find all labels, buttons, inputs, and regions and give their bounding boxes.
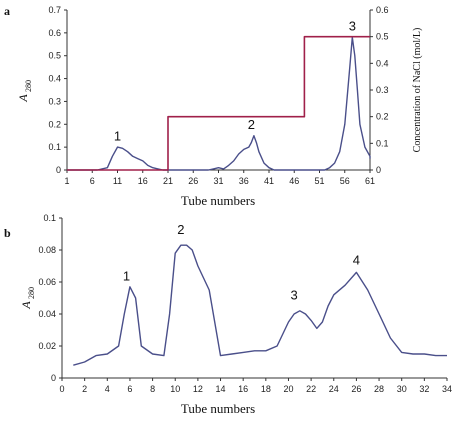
x-tick-label: 20 xyxy=(283,384,293,394)
y2-tick-label: 0.2 xyxy=(376,112,389,122)
x-tick-label: 14 xyxy=(216,384,226,394)
panel-b-x-ticks: 0 2 4 6 8 10 12 14 16 18 20 22 24 26 28 30 32 34 xyxy=(59,378,452,394)
panel-b-peak-labels: 1 2 3 4 xyxy=(123,222,360,303)
x-tick-label: 4 xyxy=(105,384,110,394)
x-tick-label: 56 xyxy=(340,176,350,186)
x-tick-label: 8 xyxy=(150,384,155,394)
x-tick-label: 0 xyxy=(59,384,64,394)
peak-label: 2 xyxy=(248,117,255,132)
peak-label: 3 xyxy=(291,288,298,303)
y-tick-label: 0.1 xyxy=(43,213,56,223)
panel-a-letter: a xyxy=(4,4,10,18)
y2-tick-label: 0.5 xyxy=(376,32,389,42)
panel-a-y-axis-label-group: A 280 xyxy=(16,80,33,103)
y-tick-label: 0.08 xyxy=(38,245,56,255)
y2-tick-label: 0 xyxy=(376,165,381,175)
x-tick-label: 16 xyxy=(238,384,248,394)
y2-tick-label: 0.1 xyxy=(376,138,389,148)
panel-a-y-axis-subscript: 280 xyxy=(24,80,33,92)
x-tick-label: 36 xyxy=(239,176,249,186)
panel-b-y-axis-subscript: 280 xyxy=(27,287,36,299)
absorbance-line xyxy=(67,36,371,171)
y2-tick-label: 0.6 xyxy=(376,5,389,15)
panel-a-series xyxy=(67,35,371,171)
y-tick-label: 0.3 xyxy=(48,96,61,106)
y-tick-label: 0.04 xyxy=(38,309,56,319)
x-tick-label: 18 xyxy=(261,384,271,394)
y-tick-label: 0.6 xyxy=(48,28,61,38)
x-tick-label: 1 xyxy=(64,176,69,186)
y-tick-label: 0.7 xyxy=(48,5,61,15)
y-tick-label: 0.1 xyxy=(48,142,61,152)
x-tick-label: 2 xyxy=(82,384,87,394)
absorbance-line xyxy=(73,244,447,366)
x-tick-label: 61 xyxy=(365,176,375,186)
y-tick-label: 0.4 xyxy=(48,74,61,84)
peak-label: 1 xyxy=(123,268,130,283)
peak-label: 4 xyxy=(353,252,360,267)
x-tick-label: 41 xyxy=(264,176,274,186)
y-tick-label: 0 xyxy=(56,165,61,175)
x-tick-label: 34 xyxy=(442,384,452,394)
x-tick-label: 51 xyxy=(314,176,324,186)
y-tick-label: 0.5 xyxy=(48,51,61,61)
x-tick-label: 21 xyxy=(163,176,173,186)
y-tick-label: 0.2 xyxy=(48,119,61,129)
y-tick-label: 0.06 xyxy=(38,277,56,287)
panel-a-y2-ticks: 0 0.1 0.2 0.3 0.4 0.5 0.6 xyxy=(370,5,389,175)
nacl-gradient-line xyxy=(67,35,370,171)
x-tick-label: 12 xyxy=(193,384,203,394)
x-tick-label: 6 xyxy=(127,384,132,394)
panel-a-y-axis-label: A xyxy=(16,94,30,103)
x-tick-label: 22 xyxy=(306,384,316,394)
x-tick-label: 10 xyxy=(170,384,180,394)
peak-label: 1 xyxy=(114,128,121,143)
panel-a-peak-labels: 1 2 3 xyxy=(114,19,356,144)
panel-b-x-axis-label: Tube numbers xyxy=(181,401,255,416)
y-tick-label: 0 xyxy=(51,373,56,383)
panel-a-y2-axis-label: Concentration of NaCl (mol/L) xyxy=(412,28,423,153)
x-tick-label: 16 xyxy=(138,176,148,186)
panel-b-letter: b xyxy=(4,226,11,240)
x-tick-label: 32 xyxy=(419,384,429,394)
panel-a-x-axis-label: Tube numbers xyxy=(181,193,255,208)
panel-b-y-ticks: 0 0.02 0.04 0.06 0.08 0.1 xyxy=(38,213,62,383)
panel-a-x-ticks: 1 6 11 16 21 26 31 36 41 46 51 56 61 xyxy=(64,170,375,186)
panel-b-chart: b 0 2 4 6 8 10 12 14 16 18 20 22 24 26 28 30 32 34 00.020… xyxy=(4,213,452,416)
x-tick-label: 46 xyxy=(289,176,299,186)
x-tick-label: 26 xyxy=(351,384,361,394)
peak-label: 3 xyxy=(349,19,356,34)
y2-tick-label: 0.3 xyxy=(376,85,389,95)
panel-a-chart: a 1 6 11 16 21 26 31 36 41 46 51 56 61 00.10.20.30.4… xyxy=(4,4,423,208)
x-tick-label: 28 xyxy=(374,384,384,394)
y-tick-label: 0.02 xyxy=(38,341,56,351)
panel-b-series xyxy=(73,244,447,366)
panel-a-y-ticks: 0 0.1 0.2 0.3 0.4 0.5 0.6 0.7 xyxy=(48,5,67,175)
x-tick-label: 11 xyxy=(113,176,122,186)
x-tick-label: 6 xyxy=(90,176,95,186)
x-tick-label: 26 xyxy=(188,176,198,186)
panel-b-y-axis-label-group: A 280 xyxy=(19,287,36,310)
x-tick-label: 24 xyxy=(329,384,339,394)
x-tick-label: 31 xyxy=(213,176,223,186)
panel-b-y-axis-label: A xyxy=(19,301,33,310)
peak-label: 2 xyxy=(177,222,184,237)
x-tick-label: 30 xyxy=(397,384,407,394)
y2-tick-label: 0.4 xyxy=(376,58,389,68)
